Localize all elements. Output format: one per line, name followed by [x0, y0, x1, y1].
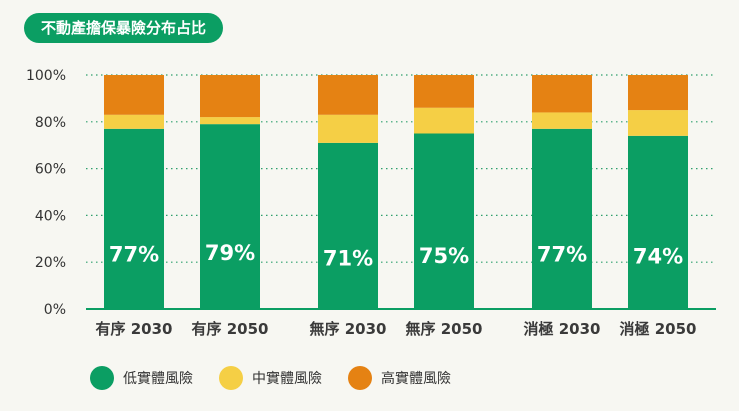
bar-segment	[532, 75, 592, 113]
legend-swatch	[219, 366, 243, 390]
bar-segment	[628, 110, 688, 136]
bar-segment	[104, 128, 164, 309]
bar-segment	[200, 117, 260, 125]
x-category-label: 無序 2030	[310, 320, 387, 338]
data-label: 71%	[323, 246, 373, 270]
y-tick-label: 80%	[35, 115, 66, 131]
data-label: 77%	[537, 243, 587, 267]
y-tick-label: 20%	[35, 255, 66, 271]
bar-segment	[628, 75, 688, 111]
bar-segment	[200, 124, 260, 309]
legend-item: 低實體風險	[90, 366, 193, 390]
bar-segment	[414, 107, 474, 134]
legend-label: 低實體風險	[123, 371, 193, 387]
legend-swatch	[348, 366, 372, 390]
data-label: 77%	[109, 243, 159, 267]
data-label: 75%	[419, 244, 469, 268]
bar-segment	[414, 75, 474, 108]
bar-segment	[104, 114, 164, 129]
bar-segment	[318, 142, 378, 309]
legend-item: 高實體風險	[348, 366, 451, 390]
legend-swatch	[90, 366, 114, 390]
data-label: 74%	[633, 245, 683, 269]
y-tick-label: 40%	[35, 208, 66, 224]
bar-segment	[200, 75, 260, 118]
y-tick-label: 0%	[44, 302, 66, 318]
bar-segment	[318, 75, 378, 115]
bar-segment	[532, 128, 592, 309]
x-category-label: 有序 2030	[96, 320, 173, 338]
data-label: 79%	[205, 241, 255, 265]
y-tick-label: 100%	[26, 68, 66, 84]
bar-segment	[318, 114, 378, 143]
x-category-label: 有序 2050	[192, 320, 269, 338]
legend: 低實體風險 中實體風險 高實體風險	[90, 366, 451, 390]
x-category-label: 無序 2050	[406, 320, 483, 338]
chart-title: 不動產擔保暴險分布占比	[24, 13, 224, 43]
bar-segment	[532, 112, 592, 129]
legend-item: 中實體風險	[219, 366, 322, 390]
x-category-label: 消極 2050	[620, 320, 697, 338]
bar-segment	[104, 75, 164, 115]
bar-segment	[414, 133, 474, 309]
y-tick-label: 60%	[35, 162, 66, 178]
legend-label: 中實體風險	[252, 371, 322, 387]
bar-segment	[628, 135, 688, 309]
legend-label: 高實體風險	[381, 371, 451, 387]
x-category-label: 消極 2030	[524, 320, 601, 338]
